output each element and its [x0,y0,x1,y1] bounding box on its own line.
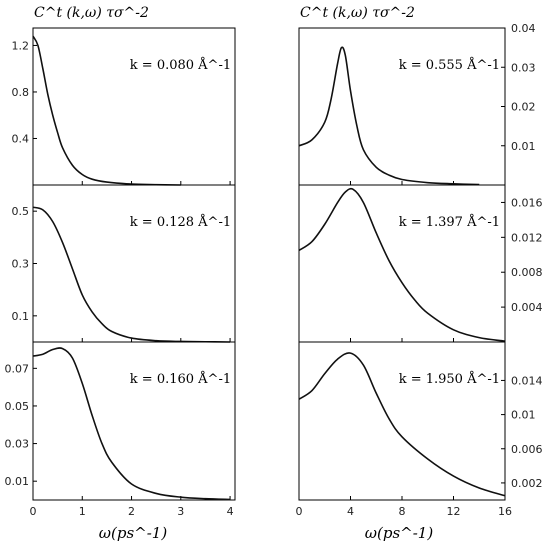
panel-0-0: 0.4 0.8 1.2 k = 0.080 Å^-1 [12,27,236,186]
panel-frame [32,341,236,501]
k-label: k = 0.080 Å^-1 [130,57,231,73]
k-label: k = 0.128 Å^-1 [130,214,231,230]
k-label: k = 1.950 Å^-1 [399,371,500,387]
y-tick-label: 0.3 [12,258,30,271]
panel-frame [298,341,506,501]
y-tick-label: 0.1 [12,310,30,323]
x-tick-label: 4 [347,505,354,518]
y-tick-label: 0.01 [5,475,30,488]
x-tick-label: 4 [227,505,234,518]
right-xlabel: ω(ps^-1) [365,524,434,542]
y-tick-label: 1.2 [12,39,30,52]
x-tick-label: 8 [399,505,406,518]
k-label: k = 1.397 Å^-1 [399,214,500,230]
y-tick-label: 0.04 [511,22,536,35]
series-line [32,35,181,186]
panel-0-2: 0.01 0.03 0.05 0.07 k = 0.160 Å^-1 [5,341,236,501]
series-line [298,187,506,342]
right-ylabel: C^t (k,ω) τσ^-2 [300,5,415,21]
y-tick-label: 0.01 [511,140,536,153]
panel-1-1: 0.004 0.008 0.012 0.016 k = 1.397 Å^-1 [298,184,543,343]
y-tick-label: 0.01 [511,409,536,422]
series-line [298,46,480,186]
y-tick-label: 0.5 [12,205,30,218]
panel-0-1: 0.1 0.3 0.5 k = 0.128 Å^-1 [12,184,236,343]
x-tick-label: 0 [296,505,303,518]
panel-frame [32,184,236,343]
panel-frame [32,27,236,186]
y-tick-label: 0.006 [511,443,543,456]
series-line [32,347,231,501]
x-tick-label: 0 [30,505,37,518]
y-tick-label: 0.03 [511,61,536,74]
y-tick-label: 0.012 [511,231,543,244]
series-line [32,206,231,343]
right-column: 0.01 0.02 0.03 0.04 k = 0.555 Å^-1 0.004 0.008… [296,22,543,518]
panel-frame [298,184,506,343]
y-tick-label: 0.02 [511,101,536,114]
y-tick-label: 0.07 [5,362,30,375]
left-column: 0.4 0.8 1.2 k = 0.080 Å^-1 0.1 0.3 0.5 k = 0.12… [5,27,236,518]
y-tick-label: 0.016 [511,196,543,209]
x-tick-label: 12 [447,505,461,518]
x-tick-label: 2 [128,505,135,518]
x-tick-label: 3 [177,505,184,518]
left-ylabel: C^t (k,ω) τσ^-2 [34,5,149,21]
y-tick-label: 0.4 [12,132,30,145]
x-tick-label: 16 [498,505,512,518]
y-tick-label: 0.05 [5,400,30,413]
k-label: k = 0.160 Å^-1 [130,371,231,387]
y-tick-label: 0.8 [12,86,30,99]
y-tick-label: 0.004 [511,301,543,314]
y-tick-label: 0.008 [511,266,543,279]
panel-1-2: 0.002 0.006 0.01 0.014 k = 1.950 Å^-1 [298,341,543,501]
x-tick-label: 1 [79,505,86,518]
k-label: k = 0.555 Å^-1 [399,57,500,73]
y-tick-label: 0.03 [5,438,30,451]
left-xlabel: ω(ps^-1) [99,524,168,542]
y-tick-label: 0.014 [511,374,543,387]
series-line [298,352,506,497]
panel-1-0: 0.01 0.02 0.03 0.04 k = 0.555 Å^-1 [298,22,536,186]
y-tick-label: 0.002 [511,477,543,490]
